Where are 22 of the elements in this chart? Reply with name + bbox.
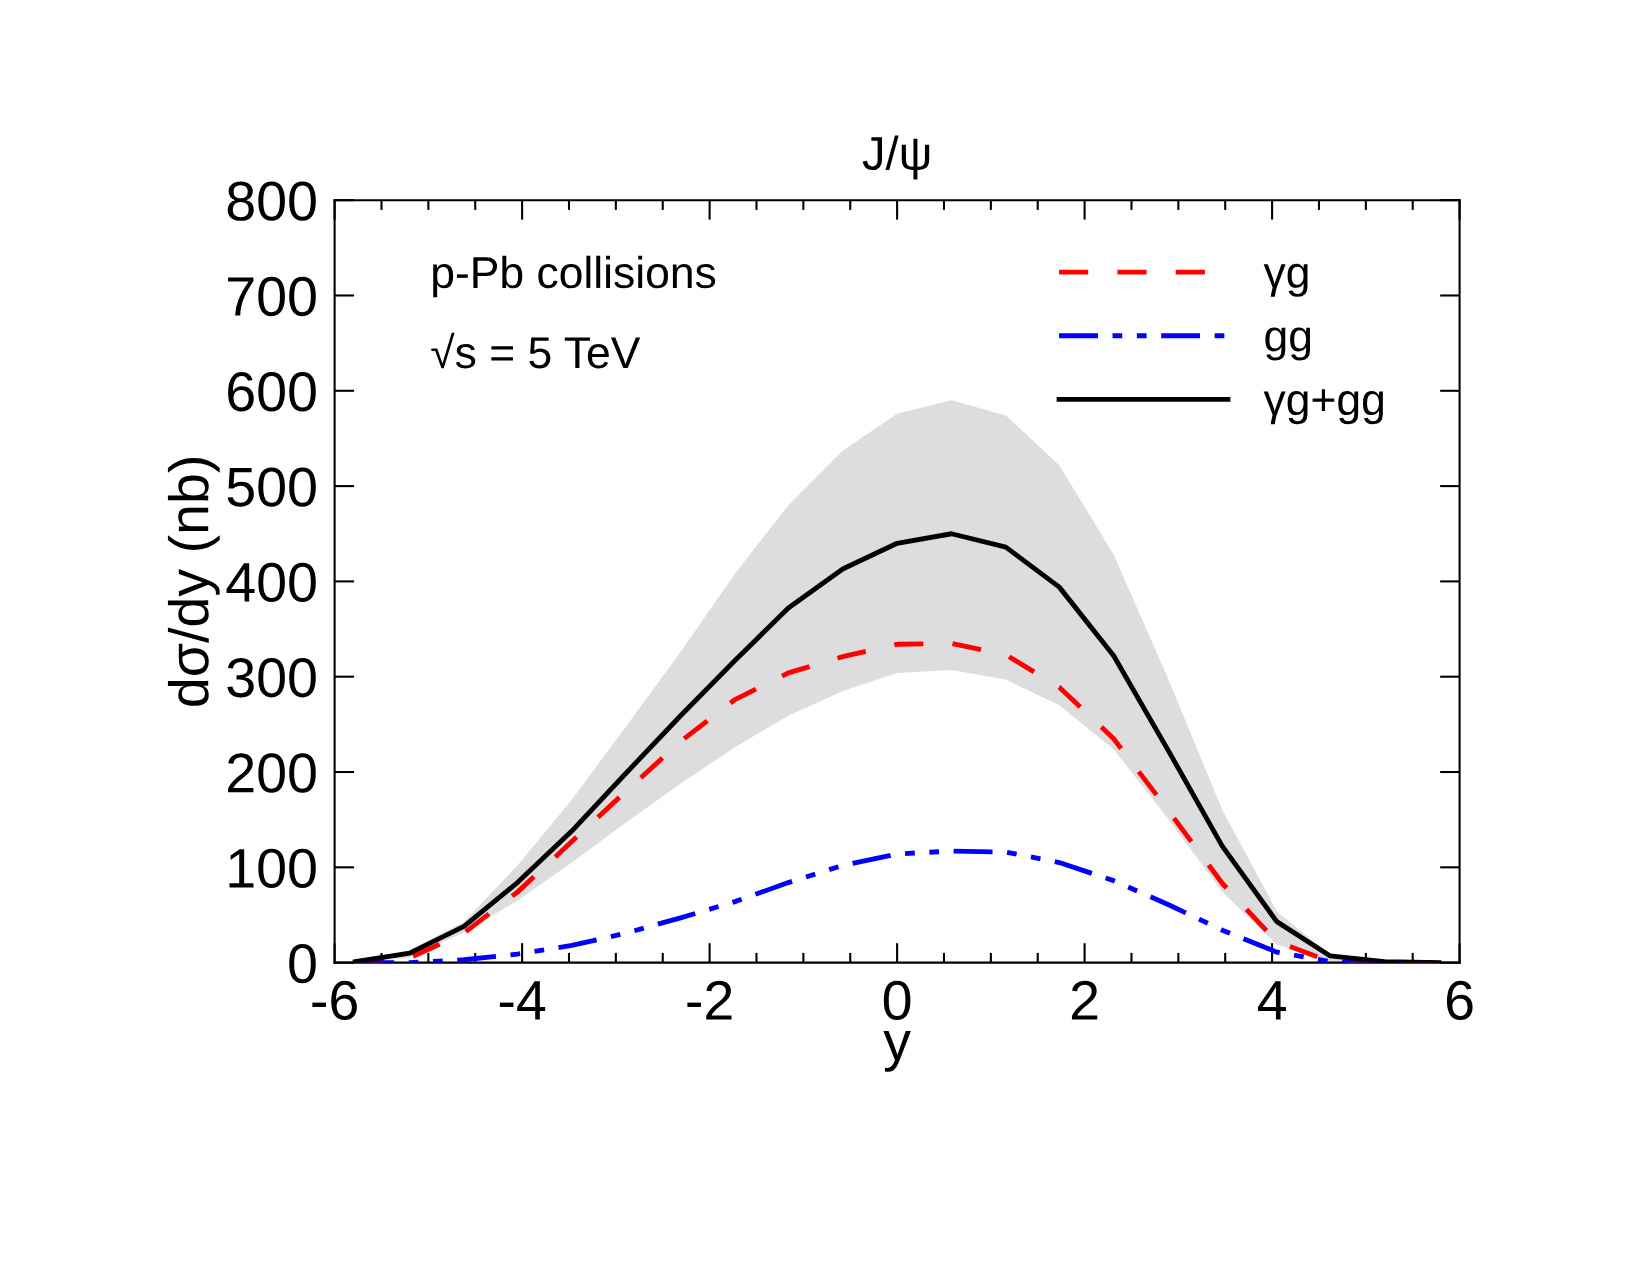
y-axis-title: dσ/dy (nb) [167, 458, 220, 706]
annotation: √s = 5 TeV [431, 332, 641, 369]
y-tick-label: 100 [229, 848, 316, 888]
x-axis-title: y [883, 1030, 911, 1072]
y-tick-label: 800 [227, 181, 316, 221]
legend-label: gg [1265, 327, 1311, 361]
y-tick-label: 700 [228, 276, 316, 317]
legend-label: γg [1263, 263, 1308, 297]
x-tick-label: 4 [1257, 981, 1286, 1020]
x-tick-label: 6 [1446, 980, 1473, 1021]
y-tick-label: 600 [228, 372, 316, 412]
x-tick-label: 0 [883, 980, 911, 1021]
y-tick-label: 300 [227, 658, 316, 698]
y-tick-label: 500 [227, 467, 316, 507]
y-tick-label: 400 [226, 562, 316, 603]
x-tick-label: -4 [499, 981, 546, 1020]
x-tick-label: -2 [687, 980, 732, 1020]
annotation: p-Pb collisions [433, 255, 716, 298]
y-tick-label: 200 [228, 753, 316, 793]
chart-title: J/ψ [862, 135, 930, 180]
x-tick-label: 2 [1071, 980, 1098, 1020]
legend-label: γg+gg [1263, 389, 1383, 425]
